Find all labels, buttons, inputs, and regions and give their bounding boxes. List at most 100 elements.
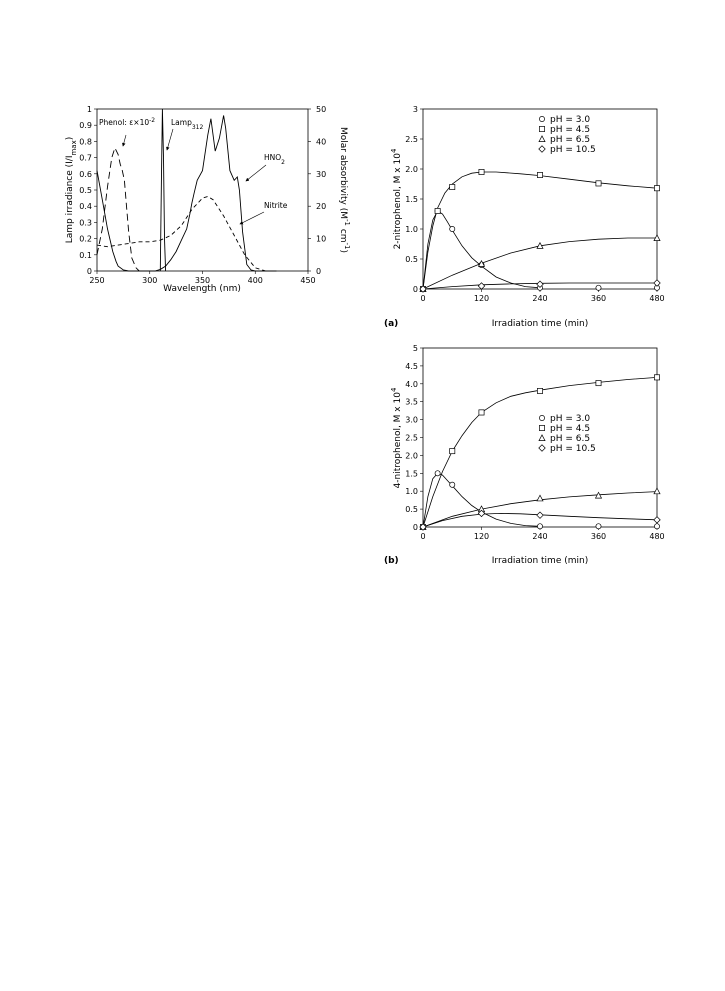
- y-tick-label: 0.5: [405, 505, 418, 514]
- legend-label: pH = 3.0: [550, 115, 590, 125]
- spectrum-line-hno2: [96, 115, 277, 272]
- data-point-square: [537, 388, 543, 394]
- chart-b-panel-label: (b): [384, 556, 399, 566]
- y-tick-label: 3.5: [405, 398, 418, 407]
- y-tick-label: 0.5: [405, 255, 418, 264]
- data-point-triangle: [477, 259, 486, 267]
- x-tick-label: 240: [532, 294, 547, 303]
- left-y-tick-label: 1: [87, 105, 92, 114]
- chart-a-legend: pH = 3.0pH = 4.5pH = 6.5pH = 10.5: [538, 115, 596, 155]
- data-point-circle: [449, 481, 456, 488]
- data-point-square: [537, 172, 543, 178]
- legend-label: pH = 10.5: [550, 145, 596, 155]
- y-tick-label: 3: [413, 105, 418, 114]
- data-point-circle: [537, 523, 543, 530]
- x-tick-label: 360: [591, 532, 606, 541]
- chart-a-x-axis-label: Irradiation time (min): [492, 319, 588, 329]
- left-y-tick-label: 0.4: [79, 202, 92, 211]
- spectra-left-y-ticks: 0 0.1 0.2 0.3 0.4 0.5 0.6 0.7 0.8 0.9 1: [79, 105, 97, 276]
- y-tick-label: 2.5: [405, 434, 418, 443]
- data-point-square: [478, 169, 485, 175]
- legend-marker-square: [539, 425, 545, 431]
- chart-a-y-axis-label: 2-nitrophenol, M x 104: [390, 148, 403, 249]
- y-tick-label: 2.0: [405, 165, 418, 174]
- x-tick-label: 0: [420, 532, 425, 541]
- y-tick-label: 5: [413, 344, 418, 353]
- y-tick-label: 4.5: [405, 362, 418, 371]
- data-point-diamond: [477, 282, 486, 290]
- x-tick-label: 480: [649, 294, 664, 303]
- legend-marker-diamond: [538, 444, 546, 452]
- data-point-square: [654, 185, 660, 192]
- data-point-triangle: [653, 487, 661, 495]
- spectra-x-axis-label: Wavelength (nm): [163, 284, 241, 294]
- left-y-tick-label: 0.2: [79, 235, 92, 244]
- data-point-circle: [654, 523, 660, 530]
- nitrite-annotation: Nitrite: [264, 201, 288, 210]
- chart-b-y-axis-label: 4-nitrophenol, M x 104: [390, 387, 403, 488]
- chart-a-plot-frame: [422, 108, 658, 290]
- hno2-annotation: HNO2: [264, 153, 285, 166]
- nitrophenol-4-chart: 0 120 240 360 480 0 0.5 1.0 1.5 2.0 2.5 3.0 3.5 4.0 4.…: [384, 344, 665, 566]
- data-point-square: [449, 448, 456, 455]
- spectrum-line-nitrite: [96, 196, 277, 272]
- spectrum-line-phenol: [96, 146, 150, 272]
- legend-label: pH = 4.5: [550, 125, 590, 135]
- y-tick-label: 1.0: [405, 225, 418, 234]
- fit-curve-square: [422, 377, 658, 528]
- data-point-circle: [595, 523, 602, 530]
- data-point-circle: [595, 284, 602, 291]
- legend-label: pH = 10.5: [550, 444, 596, 454]
- y-tick-label: 4.0: [405, 380, 418, 389]
- right-y-tick-label: 10: [316, 235, 326, 244]
- legend-marker-circle: [539, 116, 545, 122]
- data-point-diamond: [536, 511, 544, 519]
- legend-marker-diamond: [538, 145, 546, 153]
- phenol-annotation: Phenol: ε×10-2: [99, 117, 155, 128]
- x-tick-label: 360: [591, 294, 606, 303]
- spectra-x-ticks: 250 300 350 400 450: [89, 271, 316, 285]
- left-y-tick-label: 0: [87, 267, 92, 276]
- data-point-diamond: [477, 509, 486, 518]
- data-point-square: [595, 180, 602, 187]
- y-tick-label: 0: [413, 523, 418, 532]
- data-point-diamond: [536, 280, 544, 288]
- spectra-right-y-axis-label: Molar absorbivity (M-1 cm-1): [338, 127, 351, 253]
- fit-curve-square: [422, 171, 658, 290]
- y-tick-label: 2.0: [405, 451, 418, 460]
- data-point-circle: [449, 226, 456, 232]
- y-tick-label: 0: [413, 285, 418, 294]
- x-tick-label: 120: [474, 532, 489, 541]
- data-point-square: [654, 374, 660, 381]
- data-point-diamond: [653, 279, 661, 287]
- lamp-arrow: [166, 128, 174, 151]
- chart-a-series: [419, 169, 661, 293]
- spectra-lines: [96, 108, 277, 272]
- left-y-tick-label: 0.8: [79, 137, 92, 146]
- data-point-triangle: [594, 491, 603, 499]
- x-tick-label: 450: [300, 276, 315, 285]
- right-y-tick-label: 20: [316, 202, 326, 211]
- data-point-square: [595, 380, 602, 387]
- chart-b-ticks: 0 120 240 360 480 0 0.5 1.0 1.5 2.0 2.5 3.0 3.5 4.0 4.…: [405, 344, 664, 541]
- spectra-left-y-axis-label: Lamp irradiance (I/Imax): [65, 137, 78, 244]
- y-tick-label: 1.5: [405, 195, 418, 204]
- chart-a-panel-label: (a): [384, 319, 398, 329]
- y-tick-label: 3.0: [405, 416, 418, 425]
- data-point-diamond: [653, 516, 661, 524]
- y-tick-label: 1.0: [405, 487, 418, 496]
- left-y-tick-label: 0.5: [79, 186, 92, 195]
- right-y-tick-label: 30: [316, 170, 326, 179]
- chart-b-series: [419, 374, 661, 531]
- fit-curve-circle: [422, 472, 541, 528]
- right-y-tick-label: 40: [316, 137, 326, 146]
- spectra-chart: 250 300 350 400 450 00.10.20.30.40.50.60.70.…: [65, 105, 351, 294]
- x-tick-label: 350: [195, 276, 210, 285]
- y-tick-label: 1.5: [405, 469, 418, 478]
- x-tick-label: 0: [420, 294, 425, 303]
- data-point-triangle: [536, 241, 544, 249]
- nitrite-arrow: [239, 211, 265, 225]
- legend-marker-square: [539, 126, 545, 132]
